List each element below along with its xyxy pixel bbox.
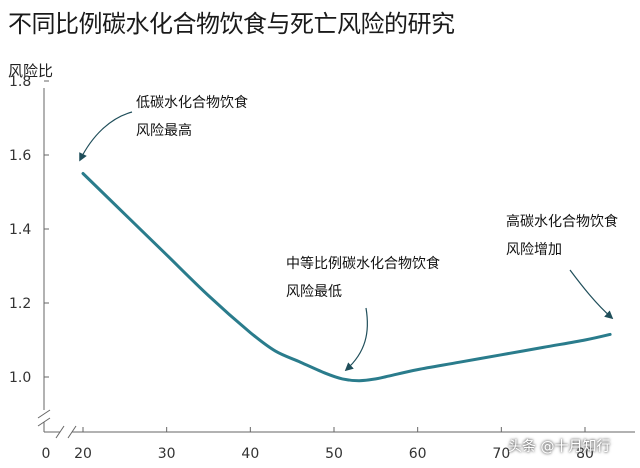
annotation-label: 中等比例碳水化合物饮食: [286, 255, 440, 272]
series: [81, 172, 612, 383]
annotation-arrow: [569, 269, 614, 320]
y-tick-label: 1.4: [9, 222, 31, 238]
x-tick-label: 40: [241, 446, 259, 462]
annotation-label: 风险最高: [136, 122, 192, 139]
x-tick-label: 50: [325, 446, 343, 462]
annotation-label: 风险增加: [506, 242, 562, 258]
axis-break-mark: [67, 425, 77, 439]
chart-title: 不同比例碳水化合物饮食与死亡风险的研究: [8, 10, 455, 38]
axis-break-mark: [55, 425, 65, 439]
series-line: [81, 172, 612, 383]
x-tick-label: 20: [74, 446, 92, 462]
axis-break-mark: [37, 417, 51, 427]
y-axis-label: 风险比: [8, 62, 54, 80]
annotation-arrow: [79, 111, 133, 162]
axis-break-mark: [37, 409, 51, 419]
annotation-label: 风险最低: [286, 284, 342, 300]
x-tick-label: 30: [158, 446, 176, 462]
y-tick-label: 1.2: [9, 296, 31, 312]
ticks: 1.0 1.2 1.4 1.6 1.8 0 20 30 40 50 60 70 80: [9, 74, 594, 462]
watermark: 头条 @十月知行: [508, 439, 611, 455]
x-tick-label: 0: [42, 446, 51, 462]
x-tick-label: 80: [576, 446, 594, 462]
y-tick-label: 1.0: [9, 370, 31, 386]
annotation-arrow: [344, 307, 368, 372]
axes: [37, 88, 635, 439]
y-tick-label: 1.8: [9, 74, 31, 90]
x-tick-label: 60: [409, 446, 427, 462]
annotation-label: 高碳水化合物饮食: [506, 213, 618, 230]
x-tick-label: 70: [492, 446, 510, 462]
annotation-label: 低碳水化合物饮食: [136, 94, 248, 111]
y-tick-label: 1.6: [9, 148, 31, 164]
